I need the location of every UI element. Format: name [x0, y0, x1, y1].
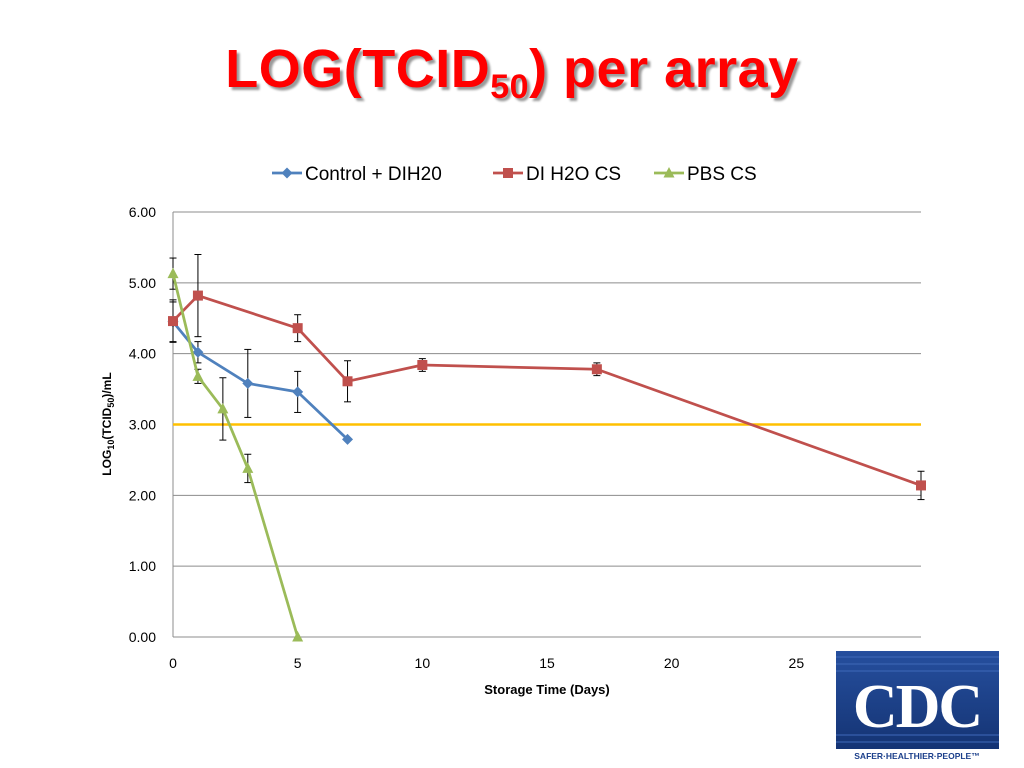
cdc-logo: CDC SAFER·HEALTHIER·PEOPLE™ [836, 651, 999, 762]
logo-background [836, 651, 999, 762]
x-tick-label: 15 [539, 655, 555, 671]
axes: 0.001.002.003.004.005.006.00051015202530 [129, 204, 929, 671]
legend-label: DI H2O CS [526, 164, 621, 185]
title-subscript: 50 [490, 67, 530, 106]
y-axis-title-part: LOG [100, 450, 114, 476]
x-tick-label: 25 [789, 655, 805, 671]
series-layer [167, 254, 926, 642]
logo-tagline: SAFER·HEALTHIER·PEOPLE™ [854, 751, 979, 761]
title-end: ) per array [529, 39, 799, 99]
x-axis-title: Storage Time (Days) [484, 682, 609, 697]
data-point [242, 462, 254, 473]
x-tick-label: 20 [664, 655, 680, 671]
logo-stripes [836, 656, 999, 743]
series-triangle [167, 257, 304, 642]
data-point [292, 323, 303, 334]
data-point [192, 290, 203, 301]
x-tick-label: 0 [169, 655, 177, 671]
legend-item: PBS CS [654, 164, 757, 185]
slide-title: LOG(TCID50) per array [0, 38, 1024, 107]
y-axis-title-part: )/mL [100, 372, 114, 397]
data-point [168, 316, 178, 327]
logo-text: CDC [853, 673, 981, 741]
y-tick-label: 0.00 [129, 629, 156, 645]
data-point [292, 631, 304, 642]
title-main: LOG(TCID [225, 39, 491, 99]
x-tick-label: 10 [415, 655, 431, 671]
data-point [217, 402, 229, 414]
data-point [167, 267, 179, 279]
legend: Control + DIH20 DI H2O CS PBS CS [272, 164, 757, 185]
series-square [168, 254, 926, 501]
y-tick-label: 5.00 [129, 275, 156, 291]
x-tick-label: 5 [294, 655, 302, 671]
data-point [417, 360, 428, 370]
y-axis-title-part: (TCID [100, 407, 114, 439]
legend-item: Control + DIH20 [272, 164, 442, 185]
y-tick-label: 1.00 [129, 558, 156, 574]
data-point [591, 364, 602, 375]
y-axis-title-subscript: 10 [106, 440, 116, 450]
data-point [342, 376, 353, 387]
data-point [281, 167, 293, 179]
y-tick-label: 3.00 [129, 417, 156, 433]
data-point [242, 377, 254, 389]
y-axis-title-subscript: 50 [106, 398, 116, 408]
y-tick-label: 4.00 [129, 346, 156, 362]
data-point [192, 370, 204, 381]
series-line [171, 273, 299, 638]
data-point [192, 346, 204, 358]
y-axis-title: LOG10(TCID50)/mL [100, 372, 116, 475]
y-tick-label: 6.00 [129, 204, 156, 220]
legend-item: DI H2O CS [493, 164, 621, 185]
y-tick-label: 2.00 [129, 487, 156, 503]
legend-label: PBS CS [687, 164, 757, 185]
data-point [342, 433, 354, 445]
data-point [916, 480, 926, 491]
data-point [292, 386, 304, 398]
legend-label: Control + DIH20 [305, 164, 442, 185]
data-point [663, 167, 675, 178]
data-point [503, 168, 513, 178]
